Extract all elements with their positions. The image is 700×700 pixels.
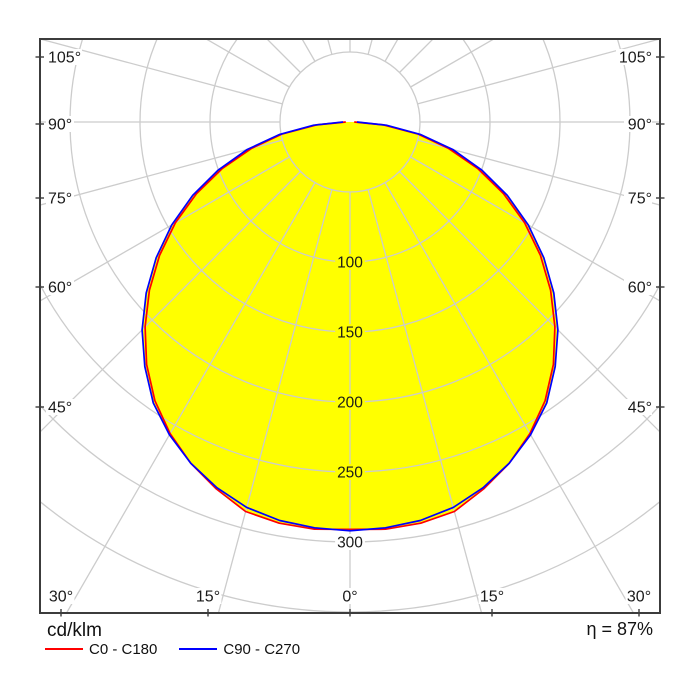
legend-label-c90-c270: C90 - C270 [223, 640, 301, 658]
angular-gridline [218, 189, 333, 612]
angle-label-background [194, 588, 222, 604]
radial-tick-label: 300 [337, 535, 363, 552]
angle-label-background [478, 588, 506, 604]
angle-tick-label-right: 45° [628, 400, 652, 417]
angle-label-background [616, 49, 652, 65]
angle-tick-label-bottom: 15° [196, 589, 220, 606]
angle-label-background [46, 49, 82, 65]
angular-gridline [417, 139, 659, 206]
angle-tick-label-left: 45° [48, 400, 72, 417]
angular-gridline [367, 40, 373, 55]
legend-label-c0-c180: C0 - C180 [89, 640, 158, 658]
angle-tick-label-left: 75° [48, 191, 72, 208]
angular-gridline [206, 40, 290, 88]
angular-gridline [399, 171, 659, 432]
radial-label-background [335, 394, 365, 410]
angle-label-background [47, 588, 75, 604]
chart-legend: C0 - C180 C90 - C270 [45, 640, 322, 658]
angle-tick-label-right: 90° [628, 117, 652, 134]
angular-gridline [66, 182, 316, 612]
angular-gridline [410, 40, 494, 88]
angle-tick-label-bottom: 30° [627, 589, 651, 606]
angular-gridline [41, 40, 283, 105]
angular-gridline [384, 182, 634, 612]
angular-gridline [384, 40, 399, 62]
angle-tick-label-left: 105° [48, 50, 81, 67]
angular-gridline [41, 139, 283, 206]
angular-gridline [267, 40, 301, 73]
angle-label-background [46, 399, 74, 415]
angle-tick-label-bottom: 0° [342, 589, 357, 606]
radial-label-background [335, 254, 365, 270]
angular-gridline [41, 171, 301, 432]
c0-c180-line-swatch [45, 647, 83, 651]
angular-gridline [410, 156, 659, 302]
angle-label-background [624, 279, 652, 295]
angle-tick-label-left: 90° [48, 117, 72, 134]
plot-border [39, 38, 661, 614]
c90-c270-line-swatch [179, 647, 218, 651]
angular-gridline [399, 40, 433, 73]
radial-label-background [335, 534, 365, 550]
angular-gridline [327, 40, 333, 55]
angle-tick-label-right: 105° [619, 50, 652, 67]
angle-label-background [46, 190, 74, 206]
angle-label-background [46, 279, 74, 295]
c90-c270-curve [141, 121, 559, 532]
angular-gridline [367, 189, 482, 612]
angular-gridline [41, 156, 290, 302]
radial-tick-label: 150 [337, 325, 363, 342]
angle-label-background [624, 190, 652, 206]
radial-tick-label: 200 [337, 395, 363, 412]
radial-label-background [335, 324, 365, 340]
angle-tick-label-bottom: 15° [480, 589, 504, 606]
angle-label-background [625, 588, 653, 604]
radial-label-background [335, 464, 365, 480]
angle-tick-label-right: 75° [628, 191, 652, 208]
angle-label-background [46, 116, 74, 132]
radial-tick-label: 250 [337, 465, 363, 482]
angle-tick-label-bottom: 30° [49, 589, 73, 606]
c0-c180-curve [144, 121, 556, 531]
angle-label-background [624, 116, 652, 132]
radial-tick-label: 100 [337, 255, 363, 272]
unit-label: cd/klm [47, 620, 102, 641]
angle-tick-label-left: 60° [48, 280, 72, 297]
angle-label-background [340, 588, 360, 604]
angle-label-background [624, 399, 652, 415]
efficiency-label: η = 87% [586, 619, 653, 639]
angular-gridline [417, 40, 659, 105]
angle-tick-label-right: 60° [628, 280, 652, 297]
